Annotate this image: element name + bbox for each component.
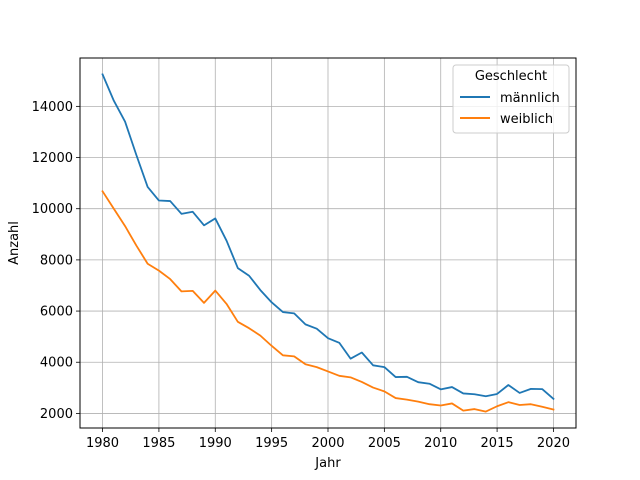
x-tick-label: 2000 — [311, 436, 344, 451]
x-tick-label: 1995 — [255, 436, 288, 451]
y-tick-label: 14000 — [32, 100, 73, 115]
x-tick-label: 1990 — [199, 436, 232, 451]
y-tick-label: 12000 — [32, 151, 73, 166]
series-lines — [101, 73, 555, 413]
legend-box — [452, 64, 570, 134]
legend-label-weiblich: weiblich — [500, 112, 553, 127]
y-tick-label: 2000 — [40, 407, 73, 422]
y-tick-label: 8000 — [40, 253, 73, 268]
y-axis-label: Anzahl — [7, 221, 22, 265]
x-tick-label: 2015 — [481, 436, 514, 451]
x-tick-label: 2020 — [537, 436, 570, 451]
legend: Geschlecht männlich weiblich — [452, 64, 570, 134]
legend-label-maennlich: männlich — [500, 91, 560, 106]
grid-lines — [80, 58, 576, 428]
series-line-weiblich — [101, 190, 555, 413]
series-line-maennlich — [101, 73, 555, 401]
y-axis-ticks: 2000 4000 6000 8000 10000 12000 14000 — [32, 100, 80, 422]
x-tick-label: 2010 — [424, 436, 457, 451]
x-axis-label: Jahr — [314, 456, 341, 471]
y-tick-label: 4000 — [40, 356, 73, 371]
x-tick-label: 1980 — [86, 436, 119, 451]
y-tick-label: 10000 — [32, 202, 73, 217]
y-tick-label: 6000 — [40, 305, 73, 320]
x-tick-label: 1985 — [142, 436, 175, 451]
x-axis-ticks: 1980 1985 1990 1995 2000 2005 2010 2015 2020 — [86, 428, 570, 451]
legend-title: Geschlecht — [475, 69, 547, 84]
x-tick-label: 2005 — [368, 436, 401, 451]
